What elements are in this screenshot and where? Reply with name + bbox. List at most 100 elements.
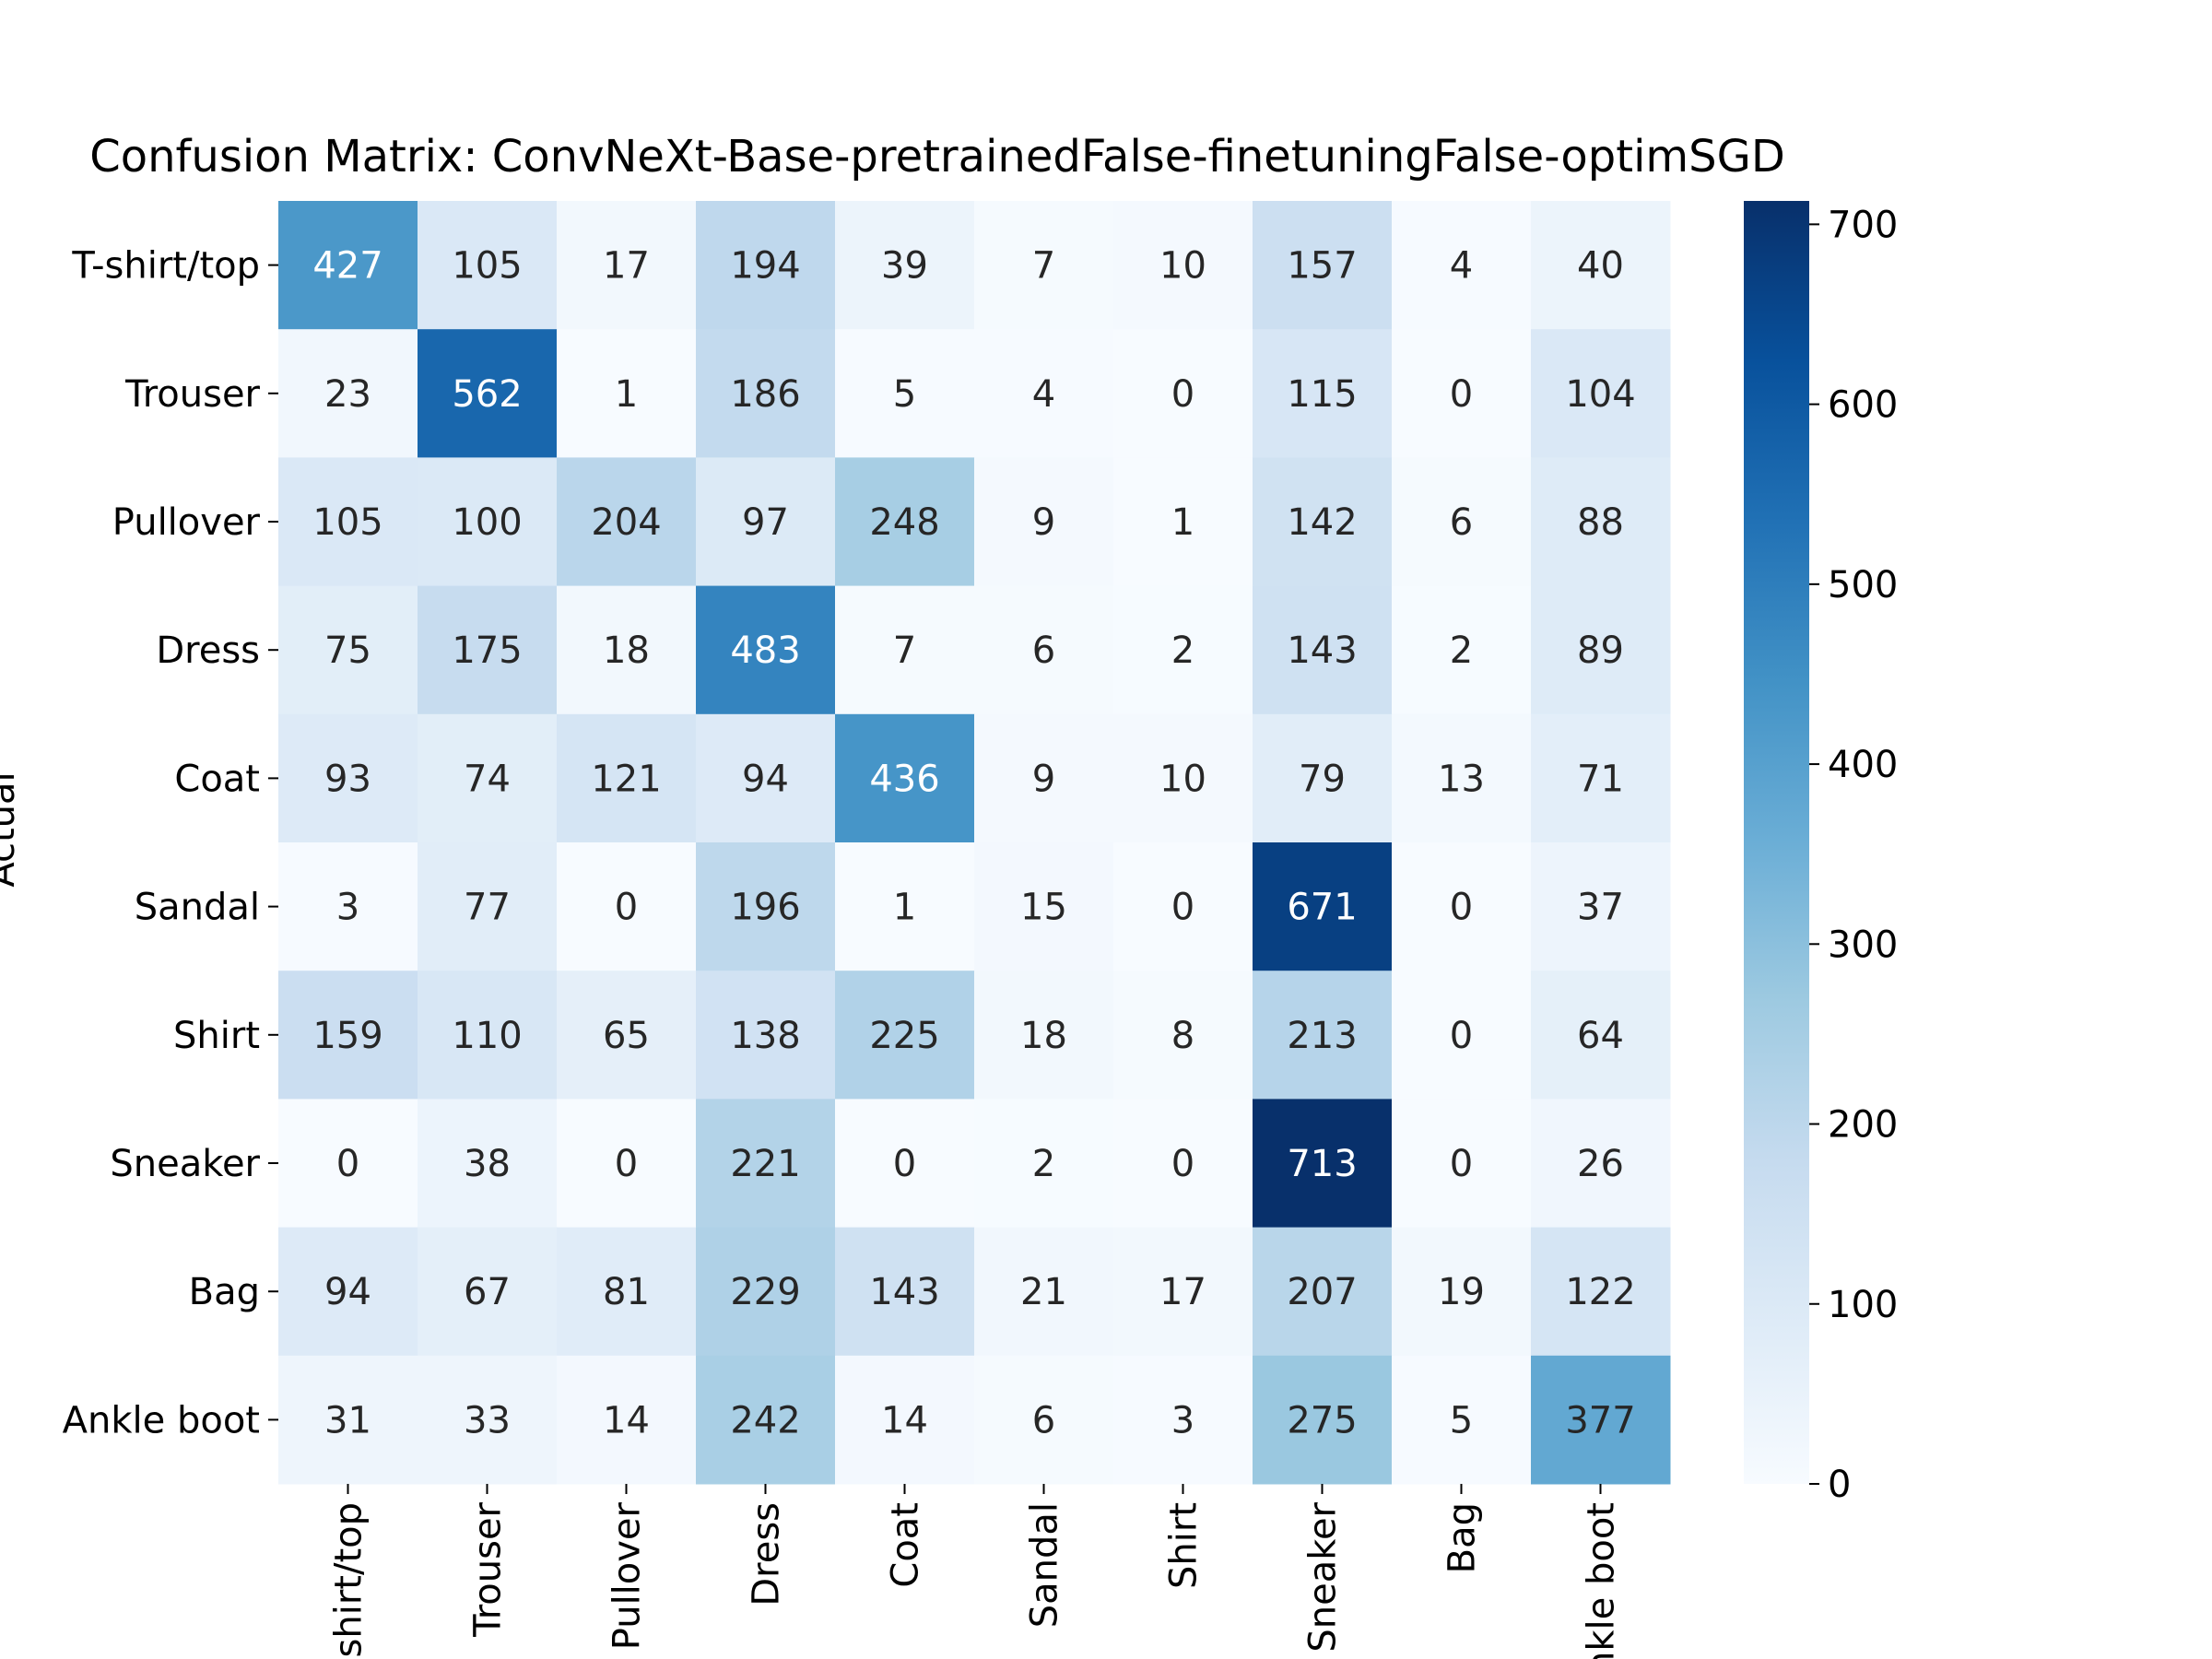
heatmap-cell [278, 1355, 418, 1485]
heatmap-cell [696, 1099, 836, 1229]
heatmap-cell [557, 1227, 697, 1357]
heatmap-cell [835, 201, 975, 330]
heatmap-cell [1113, 842, 1253, 971]
cell-value-label: 2 [1032, 1143, 1055, 1185]
cell-value-label: 10 [1159, 245, 1206, 288]
heatmap-cell [696, 1355, 836, 1485]
column-tick-label: Ankle boot [1581, 1502, 1623, 1659]
cell-value-label: 0 [1171, 373, 1194, 416]
heatmap-cell [278, 585, 418, 715]
cell-value-label: 2 [1450, 629, 1473, 672]
cell-value-label: 713 [1287, 1143, 1357, 1185]
cell-value-label: 31 [324, 1399, 371, 1441]
row-tick-label: Dress [156, 629, 260, 672]
cell-value-label: 0 [1171, 1143, 1194, 1185]
cell-value-label: 157 [1287, 245, 1357, 288]
heatmap-cell [557, 1099, 697, 1229]
cell-value-label: 97 [742, 501, 789, 544]
cell-value-label: 21 [1020, 1271, 1067, 1313]
row-tick-label: Bag [189, 1271, 260, 1313]
colorbar-tick-label: 100 [1828, 1284, 1898, 1326]
cell-value-label: 0 [893, 1143, 916, 1185]
cell-value-label: 196 [730, 887, 800, 929]
cell-value-label: 0 [615, 887, 638, 929]
cell-value-label: 10 [1159, 758, 1206, 800]
heatmap-cell [1392, 971, 1532, 1100]
colorbar-tick-label: 700 [1828, 204, 1898, 246]
column-tick-label: Bag [1441, 1502, 1484, 1573]
cell-value-label: 15 [1020, 887, 1067, 929]
heatmap-cell [1531, 1099, 1671, 1229]
heatmap-cell [974, 585, 1114, 715]
cell-value-label: 225 [869, 1015, 939, 1057]
column-tick-label: Shirt [1163, 1502, 1206, 1589]
heatmap-cell [418, 1099, 558, 1229]
cell-value-label: 6 [1450, 501, 1473, 544]
heatmap-cells [278, 201, 1671, 1485]
heatmap-cell [1253, 1227, 1393, 1357]
cell-value-label: 79 [1299, 758, 1346, 800]
cell-value-label: 13 [1438, 758, 1485, 800]
heatmap-cell [1531, 329, 1671, 458]
heatmap-cell [278, 1227, 418, 1357]
heatmap-cell [835, 971, 975, 1100]
cell-value-label: 94 [742, 758, 789, 800]
column-tick-label: Trouser [467, 1501, 510, 1637]
colorbar-tick-label: 500 [1828, 564, 1898, 606]
heatmap-cell [1253, 329, 1393, 458]
cell-value-label: 65 [603, 1015, 650, 1057]
cell-value-label: 0 [1450, 373, 1473, 416]
cell-value-label: 89 [1577, 629, 1624, 672]
heatmap-cell [1531, 1227, 1671, 1357]
heatmap-cell [557, 971, 697, 1100]
cell-value-label: 4 [1032, 373, 1055, 416]
cell-value-label: 93 [324, 758, 371, 800]
colorbar-tick-label: 600 [1828, 384, 1898, 427]
heatmap-cell [278, 971, 418, 1100]
cell-value-label: 88 [1577, 501, 1624, 544]
heatmap-cell [1392, 329, 1532, 458]
cell-value-label: 33 [464, 1399, 511, 1441]
cell-value-label: 23 [324, 373, 371, 416]
cell-value-label: 17 [1159, 1271, 1206, 1313]
heatmap-cell [278, 1099, 418, 1229]
y-axis-label: Actual [0, 771, 23, 887]
heatmap-cell [418, 971, 558, 1100]
column-tick-label: Dress [746, 1502, 788, 1606]
heatmap-cell [1113, 201, 1253, 330]
cell-value-label: 104 [1565, 373, 1635, 416]
cell-value-label: 75 [324, 629, 371, 672]
cell-value-label: 37 [1577, 887, 1624, 929]
cell-value-label: 436 [869, 758, 939, 800]
cell-value-label: 0 [1171, 887, 1194, 929]
cell-value-label: 143 [1287, 629, 1357, 672]
heatmap-cell [974, 971, 1114, 1100]
column-tick-label: Sneaker [1302, 1501, 1345, 1652]
heatmap-cell [1253, 201, 1393, 330]
heatmap-cell [557, 201, 697, 330]
cell-value-label: 562 [452, 373, 522, 416]
heatmap-cell [835, 1227, 975, 1357]
cell-value-label: 0 [336, 1143, 359, 1185]
cell-value-label: 275 [1287, 1399, 1357, 1441]
heatmap-cell [974, 201, 1114, 330]
heatmap-cell [1392, 1355, 1532, 1485]
heatmap-cell [835, 585, 975, 715]
chart-title: Confusion Matrix: ConvNeXt-Base-pretrain… [89, 131, 1785, 182]
cell-value-label: 39 [881, 245, 928, 288]
heatmap-cell [278, 842, 418, 971]
row-tick-label: Ankle boot [63, 1399, 260, 1441]
cell-value-label: 4 [1450, 245, 1473, 288]
cell-value-label: 159 [312, 1015, 382, 1057]
heatmap-cell [1392, 201, 1532, 330]
cell-value-label: 18 [1020, 1015, 1067, 1057]
heatmap-cell [1113, 1227, 1253, 1357]
cell-value-label: 14 [881, 1399, 928, 1441]
heatmap-cell [418, 1227, 558, 1357]
heatmap-cell [1531, 201, 1671, 330]
heatmap-cell [1113, 329, 1253, 458]
cell-value-label: 0 [1450, 1015, 1473, 1057]
cell-value-label: 67 [464, 1271, 511, 1313]
